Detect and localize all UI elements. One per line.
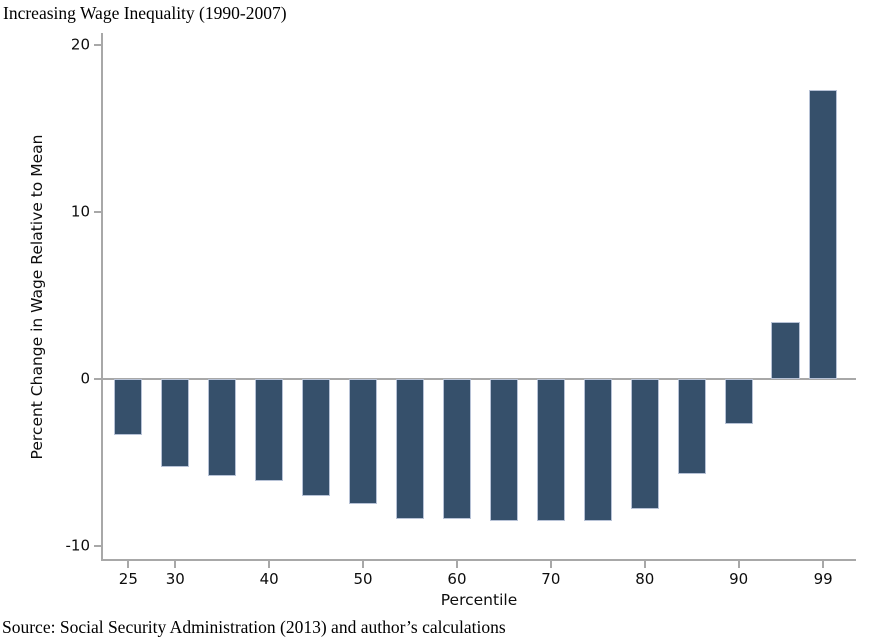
x-tick-mark bbox=[549, 559, 552, 568]
y-tick-label: 10 bbox=[70, 202, 90, 221]
y-tick-label: 20 bbox=[70, 35, 90, 54]
y-tick-label: -10 bbox=[65, 536, 91, 555]
x-tick-label: 30 bbox=[165, 570, 185, 588]
bar-p75 bbox=[583, 378, 612, 521]
bar-p30 bbox=[161, 378, 190, 468]
x-axis-title: Percentile bbox=[440, 591, 518, 609]
x-tick-mark bbox=[455, 559, 458, 568]
bar-p40 bbox=[255, 378, 284, 481]
bar-p55 bbox=[395, 378, 425, 519]
x-tick-mark bbox=[643, 559, 646, 568]
bar-p45 bbox=[302, 378, 331, 496]
y-tick-mark bbox=[94, 377, 103, 380]
bar-p50 bbox=[348, 378, 378, 504]
x-tick-label: 70 bbox=[541, 570, 561, 588]
bar-p99 bbox=[809, 89, 838, 379]
x-tick-label: 50 bbox=[353, 570, 373, 588]
zero-line bbox=[103, 377, 856, 380]
x-tick-label: 99 bbox=[813, 570, 833, 588]
bar-p90 bbox=[724, 378, 753, 424]
bar-p80 bbox=[630, 378, 659, 509]
x-tick-mark bbox=[127, 559, 130, 568]
x-tick-label: 90 bbox=[729, 570, 749, 588]
x-tick-mark bbox=[822, 559, 825, 568]
bar-p85 bbox=[677, 378, 706, 474]
bar-p25 bbox=[114, 378, 143, 436]
bar-p65 bbox=[489, 378, 518, 521]
bar-p60 bbox=[442, 378, 472, 519]
x-tick-label: 60 bbox=[447, 570, 467, 588]
bar-p95 bbox=[771, 321, 800, 379]
y-axis-title: Percent Change in Wage Relative to Mean bbox=[28, 134, 46, 460]
x-tick-mark bbox=[268, 559, 271, 568]
x-tick-label: 25 bbox=[118, 570, 138, 588]
x-tick-label: 40 bbox=[259, 570, 279, 588]
plot-area: -10 0 10 20 25 30 40 50 60 70 80 90 99 bbox=[66, 33, 856, 588]
bar-p35 bbox=[208, 378, 237, 476]
x-tick-mark bbox=[737, 559, 740, 568]
y-tick-mark bbox=[94, 544, 103, 547]
y-tick-mark bbox=[94, 43, 103, 46]
y-tick-label: 0 bbox=[80, 369, 90, 388]
x-tick-mark bbox=[174, 559, 177, 568]
bar-p70 bbox=[536, 378, 565, 521]
x-tick-label: 80 bbox=[635, 570, 655, 588]
x-tick-mark bbox=[362, 559, 365, 568]
chart-title: Increasing Wage Inequality (1990-2007) bbox=[3, 3, 287, 23]
source-note: Source: Social Security Administration (… bbox=[2, 617, 506, 637]
y-tick-mark bbox=[94, 210, 103, 213]
